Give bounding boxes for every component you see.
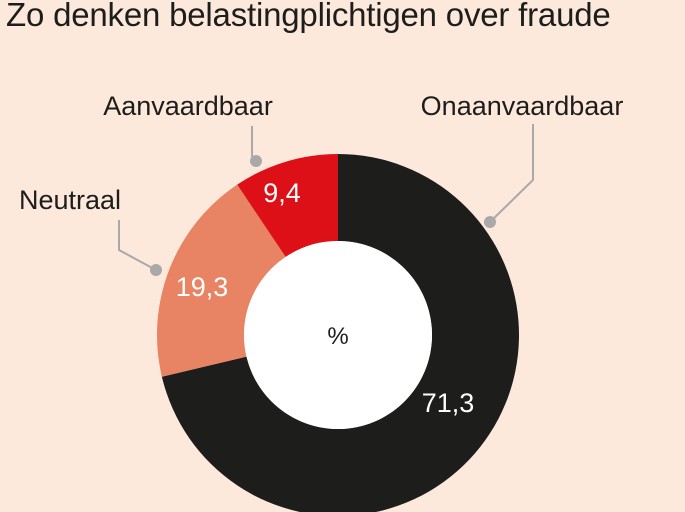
callout-line-onaanvaardbaar xyxy=(490,124,533,222)
category-label-aanvaardbaar: Aanvaardbaar xyxy=(103,91,273,121)
value-label-neutraal: 19,3 xyxy=(176,272,229,302)
callout-dot-neutraal xyxy=(150,264,162,276)
callout-line-neutraal xyxy=(119,220,156,270)
value-label-aanvaardbaar: 9,4 xyxy=(263,178,301,208)
center-label: % xyxy=(327,323,348,350)
category-label-neutraal: Neutraal xyxy=(19,185,121,215)
callout-dot-aanvaardbaar xyxy=(250,155,262,167)
category-label-onaanvaardbaar: Onaanvaardbaar xyxy=(421,91,624,121)
callout-dot-onaanvaardbaar xyxy=(484,216,496,228)
value-label-onaanvaardbaar: 71,3 xyxy=(422,388,475,418)
